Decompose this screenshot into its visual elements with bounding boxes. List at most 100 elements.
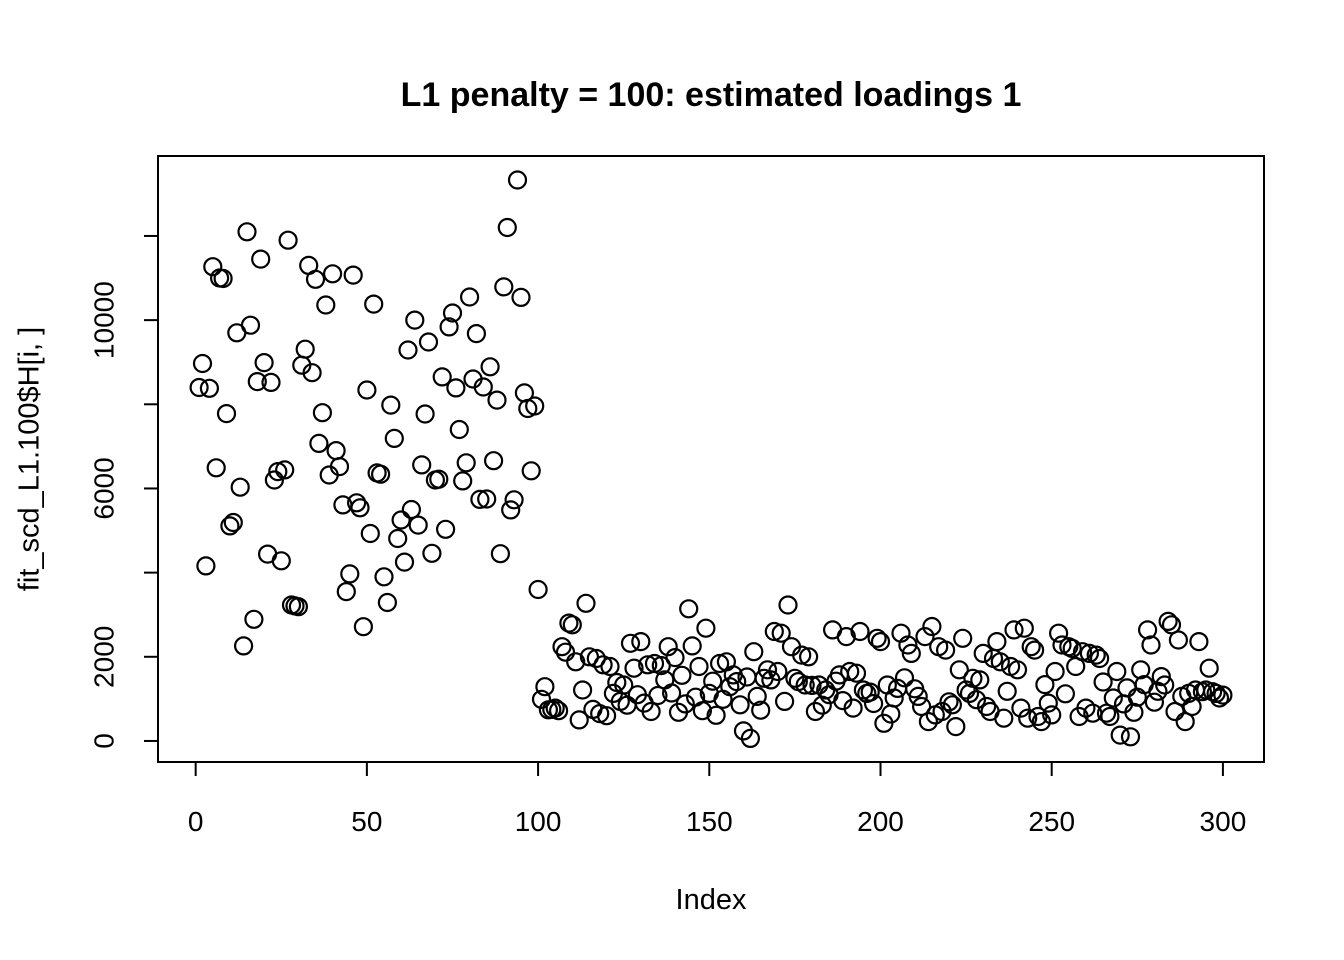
data-point: [196, 556, 216, 576]
data-point: [429, 469, 449, 489]
data-point: [528, 579, 548, 600]
data-point: [768, 661, 788, 682]
data-point: [473, 377, 493, 397]
data-point: [1100, 706, 1120, 727]
plot-border: [157, 155, 1265, 763]
data-point: [1031, 711, 1052, 732]
data-point: [689, 656, 709, 677]
data-point: [408, 515, 428, 535]
data-point: [466, 324, 486, 344]
data-point: [453, 471, 473, 491]
data-point: [1107, 661, 1127, 682]
data-point: [1079, 643, 1100, 664]
data-point: [675, 694, 695, 714]
data-point: [953, 628, 973, 648]
data-point: [709, 653, 730, 674]
data-point: [247, 372, 267, 392]
data-point: [884, 688, 904, 708]
data-point: [946, 716, 966, 737]
data-point: [935, 640, 956, 660]
data-point: [665, 647, 685, 668]
data-point: [213, 268, 233, 289]
data-point: [805, 701, 826, 722]
data-point: [747, 686, 767, 707]
data-point: [1206, 683, 1226, 704]
data-point: [1158, 611, 1178, 632]
data-point: [1086, 645, 1106, 665]
data-point: [1131, 660, 1151, 680]
data-point: [418, 332, 439, 352]
data-point: [326, 441, 346, 461]
data-point: [312, 403, 332, 423]
data-point: [764, 621, 784, 642]
data-point: [918, 711, 939, 732]
data-point: [343, 265, 363, 285]
data-point: [1038, 693, 1058, 713]
data-point: [894, 668, 915, 688]
data-point: [1014, 618, 1034, 638]
data-point: [692, 701, 713, 721]
data-point: [223, 512, 243, 533]
data-point: [843, 698, 863, 718]
data-point: [525, 396, 545, 416]
data-point: [1120, 727, 1141, 747]
data-point: [672, 665, 692, 685]
data-point: [302, 363, 322, 383]
data-point: [795, 675, 815, 695]
data-point: [189, 377, 209, 398]
x-tick-label: 0: [188, 806, 204, 837]
data-point: [870, 631, 891, 652]
data-point: [394, 552, 415, 572]
data-point: [569, 710, 589, 730]
data-point: [244, 609, 264, 629]
data-point: [990, 652, 1010, 672]
data-point: [932, 701, 952, 722]
data-point: [648, 685, 668, 706]
data-point: [535, 677, 555, 697]
data-point: [576, 593, 596, 613]
data-point: [1018, 708, 1038, 728]
data-point: [658, 637, 678, 657]
data-point: [432, 367, 452, 387]
data-point: [915, 626, 935, 647]
data-point: [963, 668, 983, 688]
data-point: [340, 564, 360, 584]
data-point: [771, 623, 791, 643]
data-point: [1089, 648, 1110, 669]
data-point: [449, 419, 469, 440]
data-point: [1213, 685, 1233, 705]
x-tick-label: 150: [686, 806, 733, 837]
data-point: [487, 390, 507, 410]
data-point: [751, 700, 771, 720]
data-point: [867, 628, 887, 648]
data-point: [401, 499, 421, 520]
y-tick-label: 10000: [89, 281, 120, 359]
data-point: [1007, 660, 1028, 680]
data-point: [398, 340, 418, 360]
data-point: [1103, 688, 1123, 708]
data-point: [545, 698, 565, 718]
data-point: [548, 701, 569, 721]
data-point: [460, 287, 480, 307]
data-point: [268, 462, 288, 482]
data-point: [480, 357, 500, 377]
data-point: [730, 695, 750, 715]
data-point: [288, 597, 308, 617]
data-point: [836, 626, 856, 647]
data-point: [939, 692, 959, 712]
data-point: [439, 317, 459, 337]
data-point: [206, 458, 226, 478]
data-point: [234, 636, 254, 656]
data-point: [1117, 678, 1137, 698]
data-point: [802, 675, 822, 696]
data-point: [1055, 684, 1076, 704]
data-point: [494, 277, 514, 297]
data-point: [1144, 692, 1165, 712]
data-point: [757, 660, 778, 680]
data-point: [357, 380, 377, 400]
data-point: [840, 661, 860, 682]
data-point: [507, 170, 528, 190]
data-point: [1004, 620, 1024, 640]
data-point: [555, 642, 576, 662]
